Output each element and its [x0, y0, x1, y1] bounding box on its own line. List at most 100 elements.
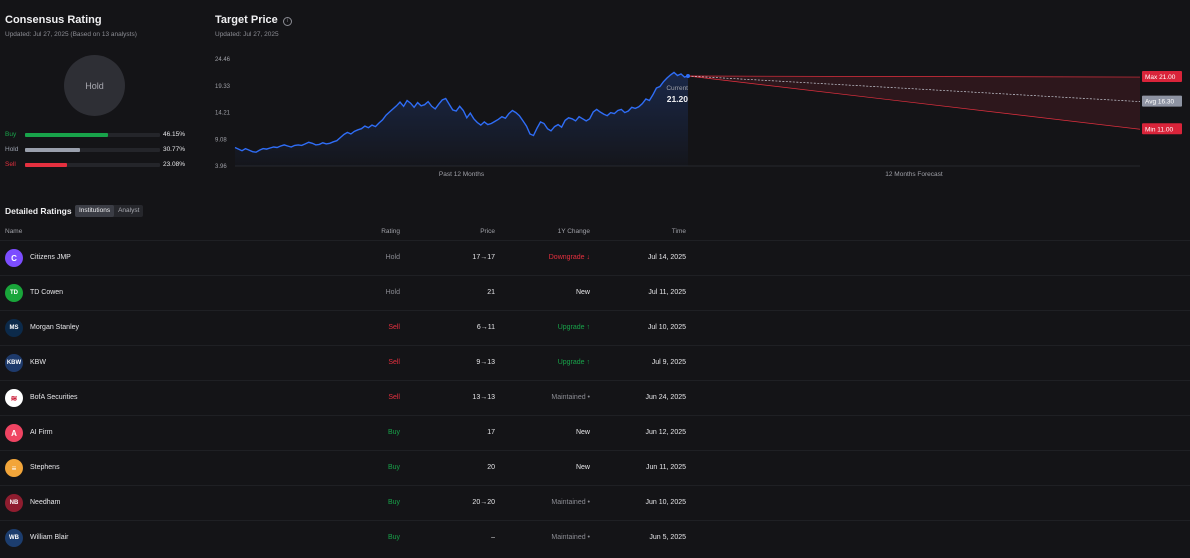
- institution-logo-icon: WB: [5, 529, 23, 547]
- tab-analyst[interactable]: Analyst: [118, 207, 140, 214]
- target-updated: Updated: Jul 27, 2025: [215, 31, 279, 38]
- y-tick-label: 14.21: [215, 111, 231, 117]
- y-tick-label: 9.08: [215, 137, 227, 143]
- rating-value: Buy: [387, 499, 400, 506]
- target-title: Target Price i: [215, 14, 292, 26]
- price-value: 17: [487, 429, 495, 436]
- rating-fill: [25, 148, 81, 152]
- institution-name[interactable]: TD Cowen: [30, 289, 64, 296]
- forecast-avg-line: [687, 75, 1141, 102]
- institution-name[interactable]: Needham: [30, 499, 61, 506]
- time-value: Jul 11, 2025: [648, 289, 686, 296]
- target-price-chart: 24.46 19.33 14.21 9.08 3.96 Current 21.20 Max 2…: [215, 57, 1182, 178]
- rating-percent: 23.08%: [162, 161, 185, 168]
- forecast-max-tag: [1142, 71, 1182, 83]
- target-title-text: Target Price: [215, 14, 278, 26]
- forecast-min-label: Min 11.00: [1145, 126, 1173, 133]
- consensus-rating-badge: Hold: [64, 55, 125, 116]
- price-value: 20: [487, 464, 495, 471]
- change-value: New: [575, 464, 590, 471]
- rating-label: Hold: [5, 146, 19, 153]
- y-tick-label: 3.96: [215, 164, 227, 170]
- forecast-avg-tag: [1142, 95, 1182, 107]
- table-row[interactable]: NB Needham Buy 20→20 Maintained • Jun 10, 202…: [0, 485, 1190, 521]
- forecast-min-line: [687, 75, 1141, 130]
- consensus-rating: Hold: [85, 80, 104, 91]
- tab-institutions[interactable]: Institutions: [75, 205, 115, 217]
- consensus-updated: Updated: Jul 27, 2025 (Based on 13 analy…: [5, 31, 137, 38]
- table-row[interactable]: KBW KBW Sell 9→13 Upgrade ↑ Jul 9, 2025: [0, 345, 1190, 381]
- consensus-title: Consensus Rating: [5, 14, 102, 26]
- rating-track: [25, 133, 160, 137]
- institution-name[interactable]: AI Firm: [30, 429, 53, 436]
- institution-logo-icon: A: [5, 424, 23, 442]
- change-value: Upgrade ↑: [557, 324, 590, 331]
- institution-logo-icon: C: [5, 249, 23, 267]
- rating-value: Buy: [387, 429, 400, 436]
- price-area: [235, 72, 688, 166]
- rating-value: Sell: [388, 359, 400, 366]
- time-value: Jun 5, 2025: [649, 534, 686, 541]
- time-value: Jul 14, 2025: [647, 254, 686, 261]
- rating-percent: 30.77%: [162, 146, 185, 153]
- change-value: New: [575, 429, 590, 436]
- rating-row-buy: Buy 46.15%: [5, 130, 185, 140]
- current-price-dot: [686, 74, 690, 79]
- time-value: Jun 10, 2025: [645, 499, 686, 506]
- rating-track: [25, 148, 160, 152]
- time-value: Jun 11, 2025: [646, 464, 686, 471]
- change-value: Upgrade ↑: [557, 359, 590, 366]
- table-row[interactable]: MS Morgan Stanley Sell 6→11 Upgrade ↑ Jul 10,…: [0, 310, 1190, 346]
- x-label-forecast: 12 Months Forecast: [885, 171, 943, 178]
- institution-logo-icon: TD: [5, 284, 23, 302]
- rating-value: Buy: [387, 534, 400, 541]
- column-header-1y-change[interactable]: 1Y Change: [557, 228, 590, 235]
- time-value: Jun 12, 2025: [645, 429, 686, 436]
- column-header-name[interactable]: Name: [5, 228, 23, 235]
- table-row[interactable]: ≋ BofA Securities Sell 13→13 Maintained • Jun…: [0, 380, 1190, 416]
- institution-name[interactable]: William Blair: [30, 534, 69, 541]
- institution-name[interactable]: KBW: [30, 359, 46, 366]
- rating-track: [25, 163, 160, 167]
- table-row[interactable]: TD TD Cowen Hold 21 New Jul 11, 2025: [0, 275, 1190, 311]
- institution-name[interactable]: Citizens JMP: [30, 254, 71, 261]
- info-icon[interactable]: i: [282, 17, 292, 26]
- rating-percent: 46.15%: [162, 131, 185, 138]
- price-value: –: [491, 534, 495, 541]
- change-value: Downgrade ↓: [548, 254, 590, 261]
- institution-logo-icon: ≋: [5, 389, 23, 407]
- rating-fill: [25, 133, 109, 137]
- price-line: [234, 71, 689, 153]
- table-row[interactable]: WB William Blair Buy – Maintained • Jun 5, 20…: [0, 520, 1190, 556]
- price-value: 9→13: [476, 359, 495, 366]
- institution-logo-icon: KBW: [5, 354, 23, 372]
- time-value: Jul 9, 2025: [651, 359, 686, 366]
- rating-value: Hold: [385, 289, 400, 296]
- column-header-price[interactable]: Price: [480, 228, 495, 235]
- table-row[interactable]: C Citizens JMP Hold 17→17 Downgrade ↓ Jul 14,…: [0, 240, 1190, 276]
- change-value: Maintained •: [551, 534, 590, 541]
- table-row[interactable]: A AI Firm Buy 17 New Jun 12, 2025: [0, 415, 1190, 451]
- rating-value: Sell: [388, 324, 400, 331]
- institution-name[interactable]: Morgan Stanley: [30, 324, 80, 331]
- detailed-title: Detailed Ratings: [5, 206, 72, 216]
- rating-value: Hold: [385, 254, 400, 261]
- rating-value: Sell: [388, 394, 400, 401]
- rating-row-hold: Hold 30.77%: [5, 145, 185, 155]
- y-tick-label: 19.33: [215, 84, 231, 90]
- institution-name[interactable]: BofA Securities: [30, 394, 78, 401]
- price-value: 6→11: [476, 324, 495, 331]
- price-value: 20→20: [472, 499, 495, 506]
- forecast-min-tag: [1142, 123, 1182, 135]
- column-header-rating[interactable]: Rating: [381, 228, 400, 235]
- change-value: Maintained •: [551, 394, 590, 401]
- forecast-max-label: Max 21.00: [1145, 74, 1176, 81]
- price-value: 13→13: [472, 394, 495, 401]
- column-header-time[interactable]: Time: [671, 228, 686, 235]
- change-value: New: [575, 289, 590, 296]
- price-value: 21: [487, 289, 495, 296]
- rating-fill: [25, 163, 67, 167]
- institution-name[interactable]: Stephens: [30, 464, 60, 471]
- table-row[interactable]: ≡ Stephens Buy 20 New Jun 11, 2025: [0, 450, 1190, 486]
- current-label: Current: [666, 85, 688, 92]
